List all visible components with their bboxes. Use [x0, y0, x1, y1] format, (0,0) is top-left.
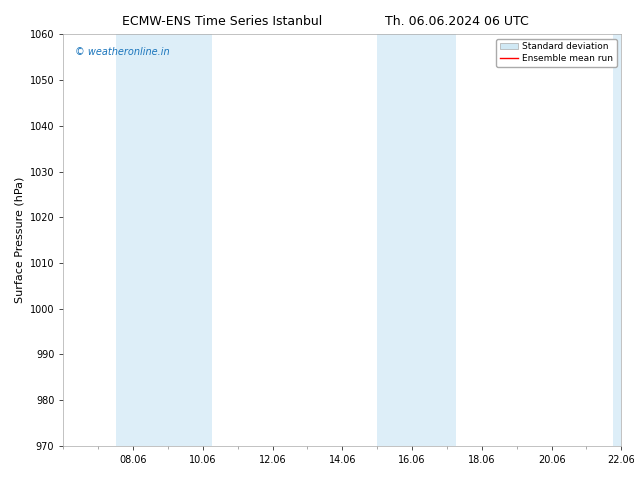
Text: © weatheronline.in: © weatheronline.in: [75, 47, 169, 57]
Bar: [168, 34, 212, 446]
Bar: [377, 34, 412, 446]
Bar: [115, 34, 168, 446]
Bar: [412, 34, 456, 446]
Y-axis label: Surface Pressure (hPa): Surface Pressure (hPa): [14, 177, 24, 303]
Legend: Standard deviation, Ensemble mean run: Standard deviation, Ensemble mean run: [496, 39, 617, 67]
Text: Th. 06.06.2024 06 UTC: Th. 06.06.2024 06 UTC: [385, 15, 528, 28]
Text: ECMW-ENS Time Series Istanbul: ECMW-ENS Time Series Istanbul: [122, 15, 322, 28]
Bar: [612, 34, 621, 446]
